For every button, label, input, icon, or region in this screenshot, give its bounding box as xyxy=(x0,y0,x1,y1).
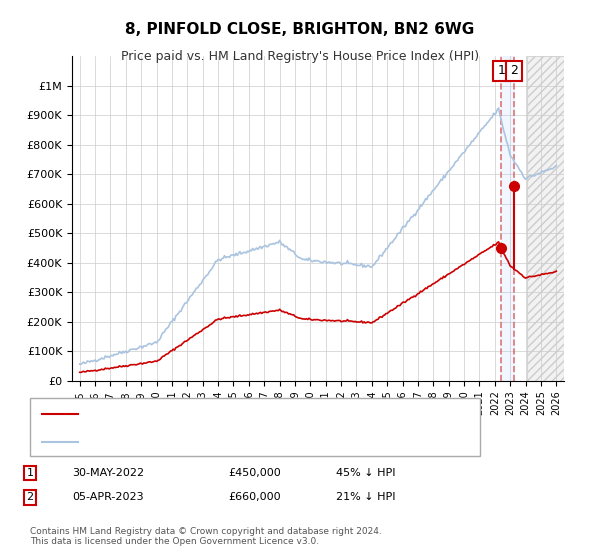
Text: 8, PINFOLD CLOSE, BRIGHTON, BN2 6WG: 8, PINFOLD CLOSE, BRIGHTON, BN2 6WG xyxy=(125,22,475,38)
Text: 1: 1 xyxy=(26,468,34,478)
Text: HPI: Average price, detached house, Brighton and Hove: HPI: Average price, detached house, Brig… xyxy=(90,437,380,447)
Text: 45% ↓ HPI: 45% ↓ HPI xyxy=(336,468,395,478)
Text: Contains HM Land Registry data © Crown copyright and database right 2024.
This d: Contains HM Land Registry data © Crown c… xyxy=(30,526,382,546)
Text: £660,000: £660,000 xyxy=(228,492,281,502)
Bar xyxy=(501,56,514,381)
Text: Price paid vs. HM Land Registry's House Price Index (HPI): Price paid vs. HM Land Registry's House … xyxy=(121,50,479,63)
Bar xyxy=(527,56,564,381)
Text: £450,000: £450,000 xyxy=(228,468,281,478)
Text: 05-APR-2023: 05-APR-2023 xyxy=(72,492,143,502)
Text: 2: 2 xyxy=(26,492,34,502)
Text: 1: 1 xyxy=(497,64,505,77)
Text: 2: 2 xyxy=(510,64,518,77)
Text: 8, PINFOLD CLOSE, BRIGHTON, BN2 6WG (detached house): 8, PINFOLD CLOSE, BRIGHTON, BN2 6WG (det… xyxy=(90,409,399,419)
Bar xyxy=(527,56,564,381)
Text: 30-MAY-2022: 30-MAY-2022 xyxy=(72,468,144,478)
Text: 21% ↓ HPI: 21% ↓ HPI xyxy=(336,492,395,502)
